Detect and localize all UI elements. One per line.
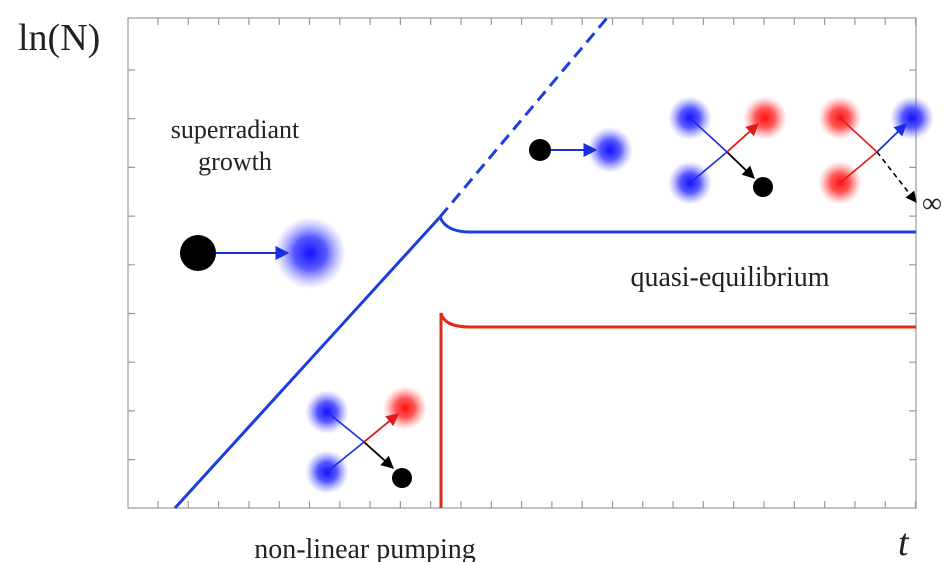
arrow [364, 414, 398, 442]
infinity-symbol: ∞ [922, 188, 942, 219]
illustration-growth [180, 217, 346, 289]
black-dot [180, 235, 216, 271]
arrow [877, 124, 906, 152]
illustration-cross-3 [305, 386, 427, 494]
blue-dashed-line [440, 18, 607, 217]
arrow [727, 152, 754, 178]
illustration-cross-1 [668, 96, 787, 205]
red-curve [441, 313, 916, 508]
black-dot [753, 177, 773, 197]
diagram: ln(N) t superradiant growth quasi-equili… [0, 0, 948, 562]
annotation: quasi-equilibrium [630, 262, 829, 293]
red-blob [743, 96, 787, 140]
arrow [364, 442, 393, 468]
y-axis-label: ln(N) [18, 17, 100, 59]
arrow [877, 152, 916, 202]
arrow [727, 124, 758, 152]
annotation: non-linear pumping [254, 534, 476, 562]
blue-plateau [440, 217, 916, 232]
x-axis-label: t [898, 522, 910, 562]
black-dot [529, 139, 551, 161]
illustration-small [529, 127, 633, 173]
black-dot [392, 468, 412, 488]
annotation: growth [198, 147, 272, 176]
red-blob [383, 386, 427, 430]
annotation: superradiant [171, 115, 300, 144]
